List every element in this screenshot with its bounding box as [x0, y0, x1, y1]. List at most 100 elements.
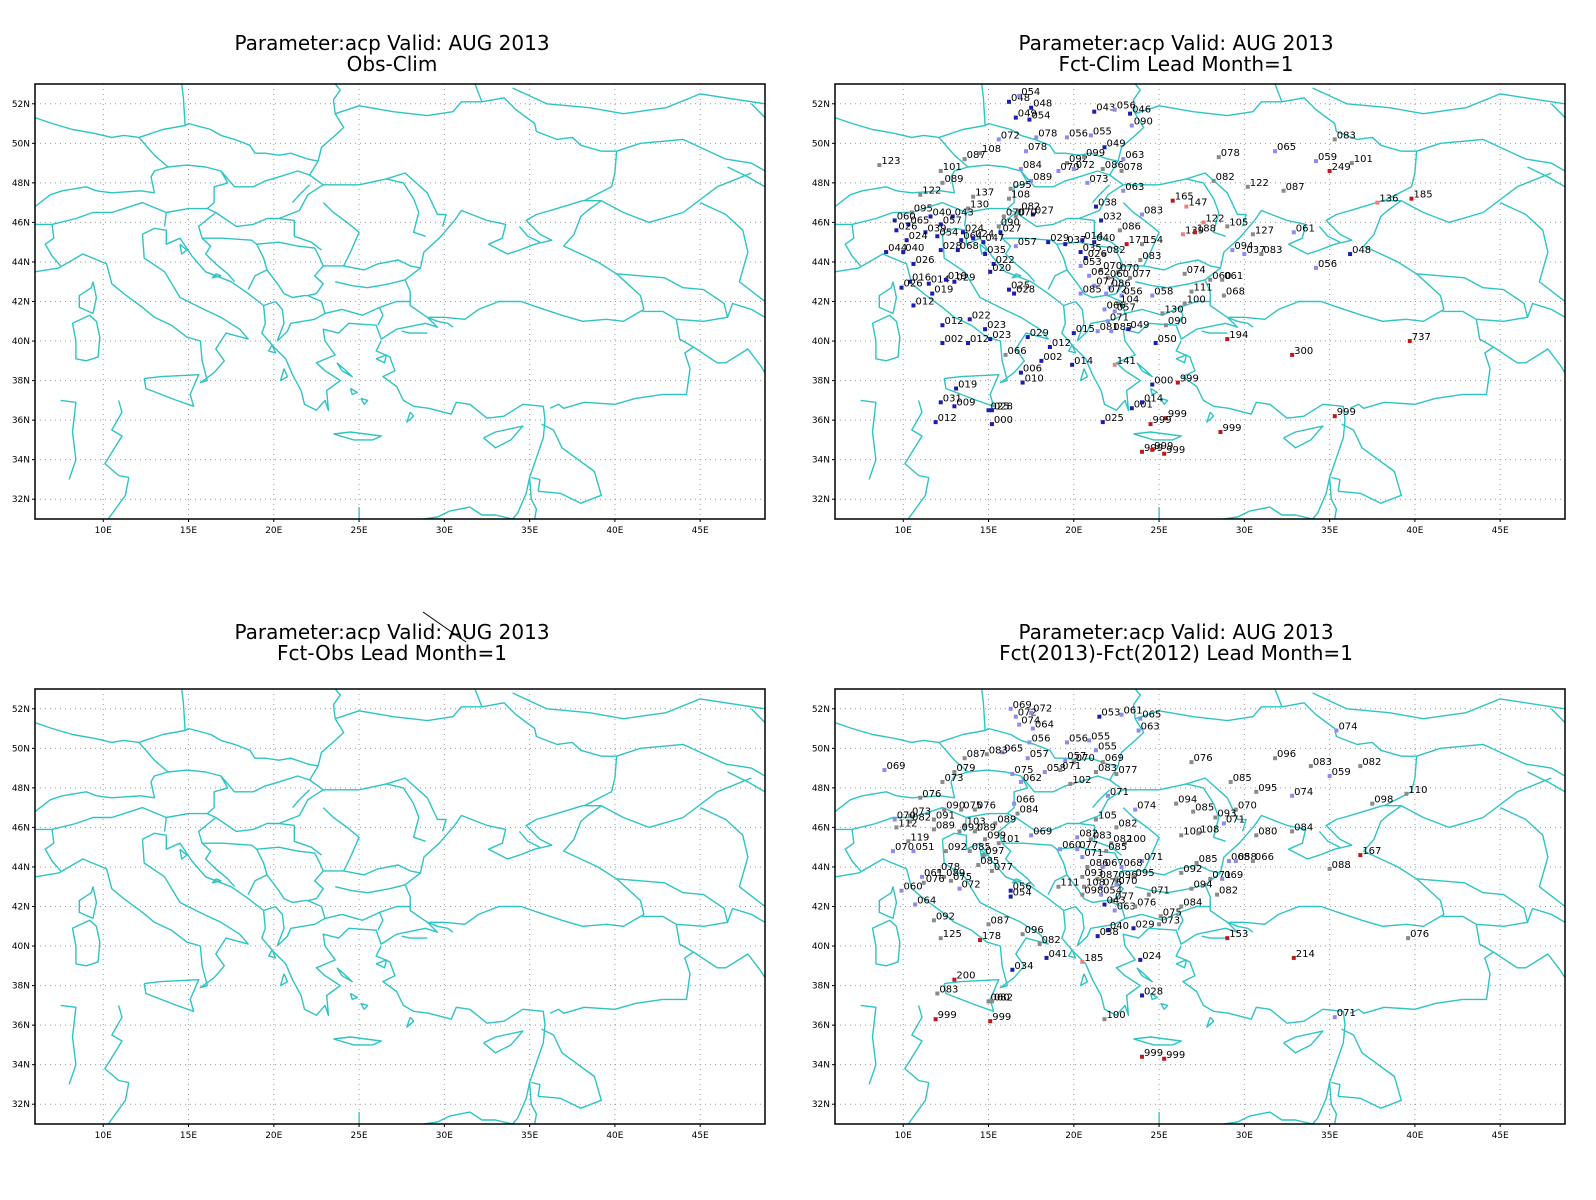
panel-title-line1: Parameter:acp Valid: AUG 2013	[1018, 620, 1334, 644]
station-value: 103	[967, 816, 986, 827]
station-marker	[931, 827, 936, 832]
station-marker	[899, 888, 904, 893]
coastline	[35, 199, 645, 411]
station-value: 060	[897, 211, 916, 222]
station-value: 136	[1379, 194, 1398, 205]
station-value: 026	[915, 255, 934, 266]
station-value: 040	[1096, 233, 1115, 244]
station-marker	[1138, 257, 1143, 262]
coastline	[988, 122, 1119, 162]
station-marker	[1030, 212, 1035, 217]
station-value: 083	[1263, 245, 1282, 256]
station-value: 016	[912, 273, 931, 284]
station-marker	[1208, 876, 1213, 881]
station-marker	[1102, 307, 1107, 312]
station-value: 062	[1091, 267, 1110, 278]
station-marker	[966, 206, 971, 211]
coastline	[1011, 273, 1022, 279]
coastline	[1416, 743, 1565, 777]
station-value: 060	[904, 882, 923, 893]
coastline	[220, 160, 319, 188]
station-marker	[1013, 115, 1018, 120]
station-value: 112	[898, 818, 917, 829]
coastline	[528, 1082, 538, 1124]
station-marker	[911, 261, 916, 266]
station-value: 071	[1337, 1008, 1356, 1019]
station-marker	[991, 261, 996, 266]
coastline	[60, 1004, 77, 1085]
station-marker	[1179, 870, 1184, 875]
coastline	[104, 1005, 129, 1084]
station-value: 070	[1103, 261, 1122, 272]
station-marker	[942, 874, 947, 879]
coastline	[35, 201, 167, 226]
coastline	[600, 777, 752, 829]
station-value: 122	[1250, 178, 1269, 189]
coastline	[904, 400, 929, 479]
station-marker	[1083, 256, 1088, 260]
lat-tick-label: 44N	[812, 258, 830, 268]
station-value: 029	[956, 273, 975, 284]
station-marker	[1179, 904, 1184, 909]
lat-tick-label: 40N	[812, 942, 830, 952]
station-marker	[971, 194, 976, 199]
coastline	[896, 741, 969, 799]
station-value: 108	[982, 144, 1001, 155]
coastline	[35, 806, 167, 831]
coastline	[1135, 884, 1206, 894]
panel-title-obs-clim: Parameter:acp Valid: AUG 2013 Obs-Clim	[32, 33, 752, 75]
station-marker	[1119, 293, 1124, 298]
station-value: 035	[987, 245, 1006, 256]
coastline	[78, 281, 98, 315]
coastline	[1056, 241, 1124, 297]
coastline	[278, 217, 322, 251]
station-value: 071	[1144, 852, 1163, 863]
station-marker	[1332, 137, 1337, 142]
coastline	[324, 911, 384, 931]
coastline	[844, 224, 862, 267]
station-marker	[943, 849, 948, 854]
station-marker	[989, 408, 994, 413]
lon-tick-label: 45E	[692, 526, 709, 536]
coastline	[483, 425, 524, 449]
station-marker	[1042, 770, 1047, 775]
station-marker	[1242, 252, 1247, 257]
station-value: 083	[1313, 757, 1332, 768]
lon-tick-label: 45E	[1492, 1131, 1509, 1141]
station-marker	[1122, 841, 1127, 846]
station-marker	[1012, 801, 1017, 806]
coastline	[336, 362, 353, 378]
station-value: 068	[1226, 287, 1245, 298]
station-value: 096	[1277, 749, 1296, 760]
coastline	[78, 886, 98, 920]
lat-tick-label: 46N	[12, 823, 30, 833]
station-value: 074	[1294, 787, 1313, 798]
station-value: 108	[1011, 190, 1030, 201]
coastline	[333, 1036, 382, 1046]
coastline	[1290, 1144, 1329, 1184]
coastline	[1122, 807, 1160, 872]
coastline	[490, 1144, 529, 1184]
coastline	[35, 805, 645, 1016]
coastline	[107, 477, 130, 519]
station-value: 073	[944, 773, 963, 784]
coastline	[278, 822, 322, 856]
coastline	[549, 924, 695, 1014]
station-value: 072	[1108, 285, 1127, 296]
station-marker	[1150, 382, 1155, 387]
station-marker	[1114, 772, 1119, 777]
station-value: 078	[941, 862, 960, 873]
station-value: 086	[1122, 221, 1141, 232]
station-marker	[1180, 232, 1185, 237]
station-value: 200	[956, 971, 975, 982]
lon-tick-label: 35E	[521, 526, 538, 536]
station-marker	[1184, 204, 1189, 209]
station-value: 027	[1002, 223, 1021, 234]
panel-title-line1: Parameter:acp Valid: AUG 2013	[234, 31, 550, 55]
station-value: 090	[1134, 117, 1153, 128]
station-value: 078	[1038, 128, 1057, 139]
lat-tick-label: 46N	[812, 823, 830, 833]
station-value: 041	[1048, 949, 1067, 960]
station-marker	[1001, 214, 1006, 219]
station-marker	[892, 817, 897, 822]
